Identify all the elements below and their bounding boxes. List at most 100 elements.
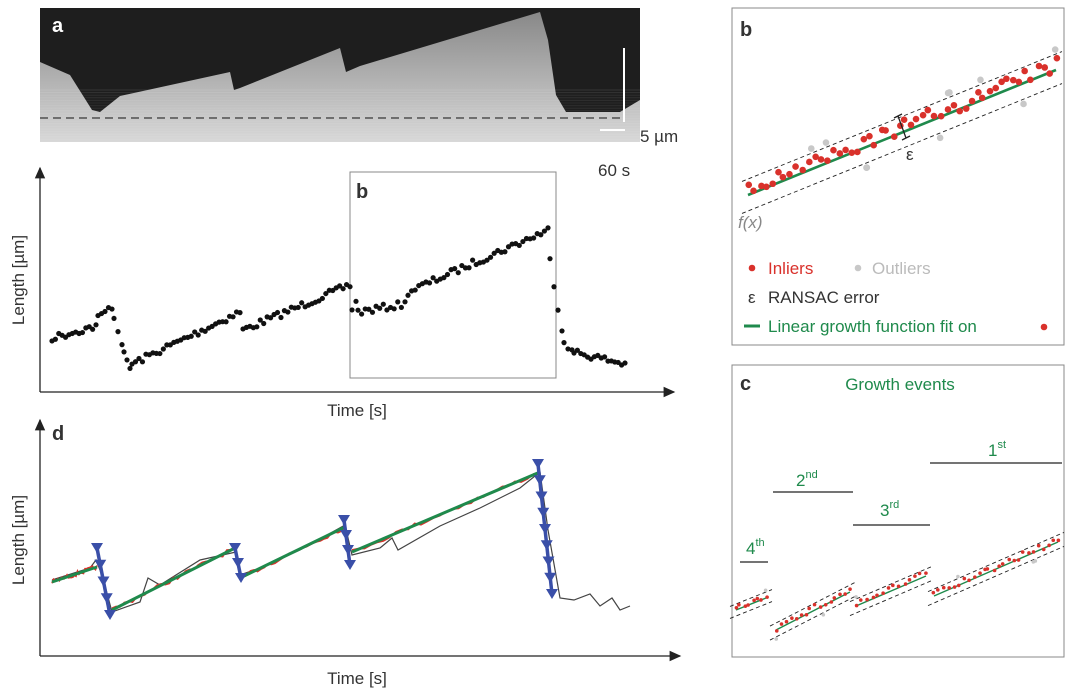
event-label: 4th — [746, 537, 765, 558]
inlier-point — [979, 95, 986, 102]
inlier-point — [1021, 550, 1025, 554]
inlier-point — [859, 598, 863, 602]
data-point — [161, 346, 166, 351]
data-point — [395, 299, 400, 304]
inlier-point — [891, 133, 898, 140]
inlier-point — [824, 603, 828, 607]
inlier-point — [843, 592, 847, 596]
ordinal: 1 — [988, 441, 997, 460]
ordinal: 2 — [796, 471, 805, 490]
data-point — [285, 309, 290, 314]
outlier-point — [808, 145, 815, 152]
inlier-point — [818, 156, 825, 163]
fit-line — [112, 548, 235, 610]
inlier-point — [785, 620, 789, 624]
error-band — [742, 84, 1062, 214]
inlier-point — [986, 567, 990, 571]
data-point — [121, 349, 126, 354]
inlier-point — [1016, 79, 1023, 86]
event-label: 1st — [988, 439, 1006, 460]
shrink-marker — [546, 589, 558, 599]
data-point — [470, 258, 475, 263]
error-band — [770, 596, 856, 640]
inlier-point — [790, 616, 794, 620]
inlier-point — [947, 586, 951, 590]
shrink-marker — [539, 524, 551, 534]
outlier-point — [774, 637, 778, 641]
inlier-point — [752, 599, 756, 603]
page: a 5 µm 60 s Length [µm] Time [s] b d Len… — [0, 0, 1070, 691]
data-point — [93, 322, 98, 327]
inlier-point — [1027, 551, 1031, 555]
data-point — [102, 309, 107, 314]
inlier-point — [951, 102, 958, 109]
inlier-point — [908, 122, 915, 129]
legend-marker — [749, 265, 756, 272]
inlier-point — [780, 174, 787, 181]
inlier-point — [759, 598, 763, 602]
data-point — [109, 306, 114, 311]
data-point — [347, 284, 352, 289]
outlier-point — [937, 135, 944, 142]
inlier-point — [932, 591, 936, 595]
shrink-marker — [536, 492, 548, 502]
data-point — [278, 315, 283, 320]
inlier-point — [993, 569, 997, 573]
inlier-point — [837, 150, 844, 157]
data-point — [296, 305, 301, 310]
outlier-point — [864, 164, 871, 171]
inlier-point — [920, 112, 927, 119]
panel-box — [732, 365, 1064, 657]
data-point — [349, 307, 354, 312]
outlier-point — [1020, 101, 1027, 108]
event-label: 3rd — [880, 499, 899, 520]
inlier-point — [945, 106, 952, 113]
inlier-point — [987, 88, 994, 95]
panel-label: c — [740, 373, 751, 395]
inlier-point — [913, 574, 917, 578]
shrink-marker — [98, 577, 110, 587]
inlier-point — [1010, 77, 1017, 84]
data-point — [622, 360, 627, 365]
fit-line — [934, 542, 1058, 596]
inlier-point — [1041, 64, 1048, 71]
data-point — [392, 306, 397, 311]
inlier-point — [891, 584, 895, 588]
inlier-point — [913, 116, 920, 123]
inlier-point — [963, 577, 967, 581]
inlier-point — [1037, 544, 1041, 548]
outlier-point — [1032, 560, 1036, 564]
data-point — [452, 266, 457, 271]
shrink-marker — [101, 593, 113, 603]
data-point — [230, 314, 235, 319]
inlier-point — [795, 617, 799, 621]
inlier-point — [897, 584, 901, 588]
inlier-point — [901, 116, 908, 123]
shrink-marker — [104, 610, 116, 620]
inlier-point — [750, 188, 757, 195]
legend-error-symbol: ε — [748, 288, 756, 307]
data-point — [353, 299, 358, 304]
inlier-point — [746, 603, 750, 607]
data-point — [189, 334, 194, 339]
data-point — [53, 337, 58, 342]
data-point — [377, 306, 382, 311]
legend-error: RANSAC error — [768, 288, 880, 307]
data-point — [545, 225, 550, 230]
inlier-point — [992, 85, 999, 92]
data-point — [223, 319, 228, 324]
inlier-point — [854, 149, 861, 156]
data-point — [551, 284, 556, 289]
inlier-point — [765, 595, 769, 599]
ordinal: 3 — [880, 501, 889, 520]
x-axis-label: Time [s] — [327, 669, 387, 688]
outlier-point — [1052, 46, 1059, 53]
shrink-marker — [344, 560, 356, 570]
data-point — [466, 265, 471, 270]
inlier-point — [1003, 75, 1010, 82]
inlier-point — [997, 564, 1001, 568]
inlier-point — [780, 622, 784, 626]
scale-time: 60 s — [598, 161, 630, 180]
inlier-point — [918, 572, 922, 576]
data-point — [517, 243, 522, 248]
